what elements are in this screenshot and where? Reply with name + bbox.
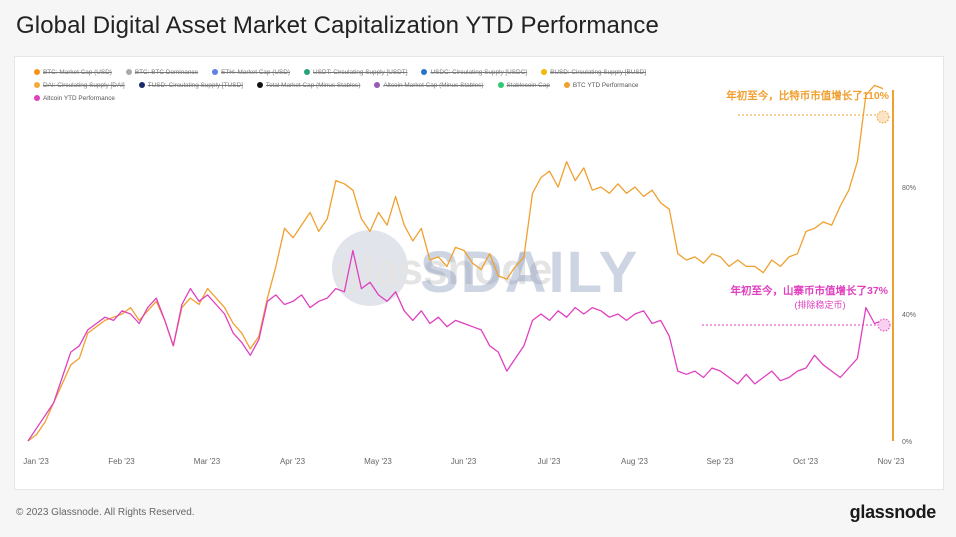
legend-item[interactable]: BUSD: Circulating Supply [BUSD] [541,66,646,79]
legend-swatch [374,82,381,88]
legend-label: BTC: Market Cap (USD) [43,69,112,76]
legend-label: BTC YTD Performance [572,82,639,89]
legend-label: USDC: Circulating Supply [USDC] [430,69,528,76]
chart-title: Global Digital Asset Market Capitalizati… [16,12,659,39]
legend-swatch [138,82,145,88]
legend-swatch [34,82,40,88]
legend-item[interactable]: TUSD: Circulating Supply [TUSD] [138,79,243,92]
legend-label: BTC: BTC Dominance [134,69,199,76]
legend-label: TUSD: Circulating Supply [TUSD] [147,82,243,89]
legend-label: Altcoin Market Cap (Minus Stables) [383,82,484,89]
legend-item[interactable]: BTC: BTC Dominance [125,66,199,79]
legend-item[interactable]: BTC YTD Performance [563,79,639,92]
legend-swatch [212,69,219,75]
legend-item[interactable]: Altcoin YTD Performance [34,92,115,105]
legend-item[interactable]: Altcoin Market Cap (Minus Stables) [374,79,484,92]
legend-item[interactable]: DAI: Circulating Supply [DAI] [34,79,125,92]
chart-panel [14,56,944,490]
legend-swatch [497,82,504,88]
legend-swatch [125,69,132,75]
legend-swatch [421,69,428,75]
legend-swatch [256,82,263,88]
legend-swatch [34,95,40,101]
legend-item[interactable]: BTC: Market Cap (USD) [34,66,112,79]
copyright-footer: © 2023 Glassnode. All Rights Reserved. [16,507,195,518]
legend-swatch [34,69,40,75]
glassnode-logo: glassnode [849,502,937,522]
legend-item[interactable]: USDC: Circulating Supply [USDC] [421,66,527,79]
legend-swatch [563,82,570,88]
legend-label: DAI: Circulating Supply [DAI] [43,82,125,89]
legend-label: USDT: Circulating Supply [USDT] [313,69,408,76]
legend-label: BUSD: Circulating Supply [BUSD] [550,69,646,76]
legend-item[interactable]: ETH: Market Cap (USD) [212,66,290,79]
chart-legend: BTC: Market Cap (USD) BTC: BTC Dominance E… [34,66,834,105]
legend-item[interactable]: USDT: Circulating Supply [USDT] [304,66,407,79]
legend-item[interactable]: Total Market Cap (Minus Stables) [256,79,361,92]
legend-label: Altcoin YTD Performance [43,95,115,102]
legend-label: ETH: Market Cap (USD) [221,69,290,76]
legend-label: Stablecoin Cap [506,82,550,89]
legend-label: Total Market Cap (Minus Stables) [265,82,361,89]
legend-item[interactable]: Stablecoin Cap [497,79,550,92]
legend-swatch [541,69,548,75]
legend-swatch [304,69,310,75]
